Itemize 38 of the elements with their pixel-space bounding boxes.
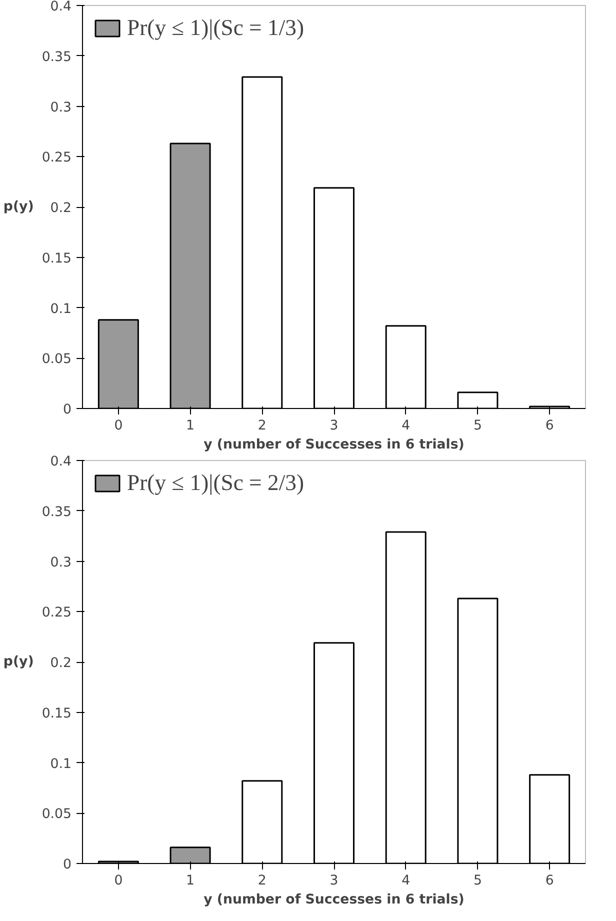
x-tick-label: 1: [186, 418, 195, 434]
y-tick-label: 0.05: [42, 807, 72, 822]
y-tick-label: 0: [63, 402, 72, 418]
y-tick-label: 0: [63, 858, 72, 872]
x-tick-label: 3: [330, 418, 338, 434]
x-axis-title: y (number of Successes in 6 trials): [204, 892, 464, 908]
y-tick-label: 0.35: [42, 504, 72, 520]
y-tick-label: 0.25: [42, 150, 72, 166]
y-tick-label: 0.3: [50, 100, 72, 116]
x-tick-label: 6: [545, 418, 554, 434]
y-tick-label: 0.05: [42, 352, 72, 368]
y-axis-title: p(y): [3, 654, 34, 670]
x-tick-label: 1: [186, 874, 195, 888]
y-tick-label: 0.15: [42, 706, 72, 722]
y-tick-label: 0.2: [50, 656, 72, 671]
x-tick-label: 6: [545, 874, 554, 888]
x-tick-label: 5: [473, 418, 482, 434]
x-tick-label: 3: [330, 874, 338, 888]
y-axis-title: p(y): [3, 200, 34, 214]
y-tick-label: 0.1: [50, 302, 72, 317]
y-tick-label: 0.1: [50, 756, 72, 772]
legend-label: Pr(y ≤ 1)|(Sc = 2/3): [127, 470, 304, 496]
y-tick-label: 0.2: [50, 201, 72, 216]
y-tick-label: 0.4: [50, 454, 72, 470]
x-tick-label: 5: [473, 874, 482, 888]
y-tick-label: 0.25: [42, 606, 72, 621]
x-axis-title: y (number of Successes in 6 trials): [204, 438, 464, 452]
x-tick-label: 0: [114, 418, 123, 434]
x-tick-label: 2: [258, 874, 266, 888]
y-tick-label: 0.35: [42, 50, 72, 65]
x-tick-label: 2: [258, 418, 266, 434]
legend-label: Pr(y ≤ 1)|(Sc = 1/3): [127, 15, 304, 41]
x-tick-label: 4: [402, 874, 410, 888]
x-tick-label: 0: [114, 874, 123, 888]
y-tick-label: 0.3: [50, 555, 72, 570]
y-tick-label: 0.4: [50, 0, 72, 14]
y-tick-label: 0.15: [42, 251, 72, 266]
x-tick-label: 4: [402, 418, 410, 434]
